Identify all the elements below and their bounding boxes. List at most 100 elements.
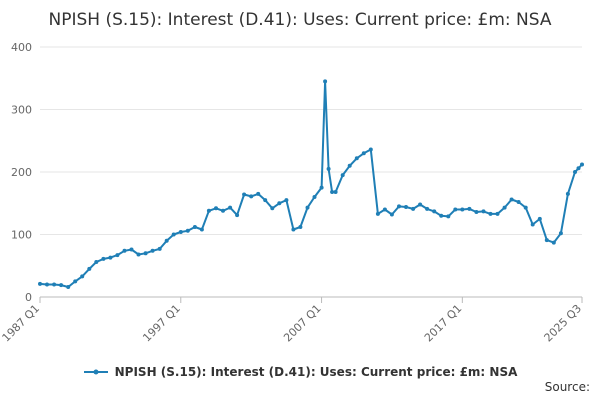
data-point xyxy=(284,198,289,203)
data-point xyxy=(340,173,345,178)
data-point xyxy=(94,260,99,264)
data-point xyxy=(263,198,268,203)
data-point xyxy=(330,190,335,194)
data-point xyxy=(361,151,366,156)
data-point xyxy=(354,156,359,161)
data-point xyxy=(323,79,328,84)
legend-swatch xyxy=(83,369,108,375)
data-point xyxy=(368,147,373,152)
y-tick-label: 100 xyxy=(11,229,32,242)
x-tick-label: 2007 Q1 xyxy=(281,302,324,345)
axes: 0 100 200 300 400 1987 Q1 1997 Q1 2007 Q1 2017 Q… xyxy=(0,41,584,344)
data-point xyxy=(270,206,275,211)
data-point xyxy=(523,205,528,210)
y-tick-label: 0 xyxy=(25,291,32,304)
legend: NPISH (S.15): Interest (D.41): Uses: Cur… xyxy=(0,365,600,379)
y-tick-label: 400 xyxy=(11,41,32,54)
data-point xyxy=(411,206,416,211)
x-tick-label: 2017 Q1 xyxy=(422,302,465,345)
data-point xyxy=(108,255,113,260)
data-point xyxy=(129,247,134,252)
data-point xyxy=(185,228,190,233)
data-point xyxy=(164,238,169,243)
data-point xyxy=(333,190,338,194)
series-layer xyxy=(38,79,584,289)
data-point xyxy=(425,206,430,211)
data-point xyxy=(136,252,141,257)
data-point xyxy=(460,207,465,212)
data-point xyxy=(432,209,437,214)
x-tick-label: 1997 Q1 xyxy=(140,302,183,345)
data-point xyxy=(199,227,204,232)
data-point xyxy=(551,240,556,245)
data-point xyxy=(291,227,296,232)
data-point xyxy=(467,206,472,211)
data-point xyxy=(319,185,324,190)
data-point xyxy=(242,192,247,197)
x-tick-label: 1987 Q1 xyxy=(0,302,42,345)
data-point xyxy=(59,283,64,288)
data-point xyxy=(171,232,176,237)
legend-label: NPISH (S.15): Interest (D.41): Uses: Cur… xyxy=(114,365,518,379)
data-point xyxy=(38,281,42,286)
data-point xyxy=(45,282,49,287)
data-point xyxy=(439,213,444,218)
data-point xyxy=(573,170,577,174)
chart-title: NPISH (S.15): Interest (D.41): Uses: Cur… xyxy=(48,10,552,30)
data-point xyxy=(143,251,148,256)
data-point xyxy=(249,194,254,199)
data-point xyxy=(52,282,57,287)
data-point xyxy=(375,211,380,216)
data-point xyxy=(66,285,71,289)
data-point xyxy=(382,207,387,212)
data-point xyxy=(115,253,120,258)
data-point xyxy=(576,166,581,171)
data-point xyxy=(73,279,78,284)
data-point xyxy=(157,246,162,251)
data-point xyxy=(537,216,542,221)
y-tick-label: 200 xyxy=(11,166,32,179)
data-point xyxy=(544,238,549,243)
data-point xyxy=(453,207,458,212)
y-tick-label: 300 xyxy=(11,104,32,117)
data-point xyxy=(474,210,479,214)
data-point xyxy=(101,256,106,261)
source-label: Source: xyxy=(544,380,590,394)
gridlines xyxy=(40,46,582,235)
data-point xyxy=(502,205,507,210)
data-point xyxy=(80,274,85,279)
data-point xyxy=(192,225,197,229)
series-line xyxy=(39,80,583,288)
data-point xyxy=(418,202,423,207)
data-point xyxy=(221,208,225,213)
data-point xyxy=(305,205,310,210)
data-point xyxy=(565,191,570,196)
data-point xyxy=(446,214,451,219)
data-point xyxy=(214,206,218,211)
data-point xyxy=(235,213,240,218)
data-point xyxy=(87,266,92,271)
data-point xyxy=(397,204,401,209)
data-point xyxy=(516,200,521,204)
data-point xyxy=(530,222,535,227)
data-point xyxy=(509,197,514,202)
data-point xyxy=(150,248,155,253)
data-point xyxy=(312,195,317,199)
data-point xyxy=(256,191,261,196)
data-point xyxy=(580,162,584,167)
data-point xyxy=(277,201,282,206)
data-point xyxy=(178,230,183,234)
data-point xyxy=(347,163,352,168)
data-point xyxy=(326,166,331,171)
data-point xyxy=(122,248,127,253)
data-point xyxy=(481,209,486,214)
data-point xyxy=(558,231,563,236)
data-point xyxy=(298,225,303,229)
data-point xyxy=(488,211,493,216)
data-point xyxy=(228,205,233,210)
x-tick-label: 2025 Q3 xyxy=(542,302,585,345)
data-point xyxy=(404,205,408,209)
data-point xyxy=(206,208,211,213)
data-point xyxy=(495,211,500,216)
